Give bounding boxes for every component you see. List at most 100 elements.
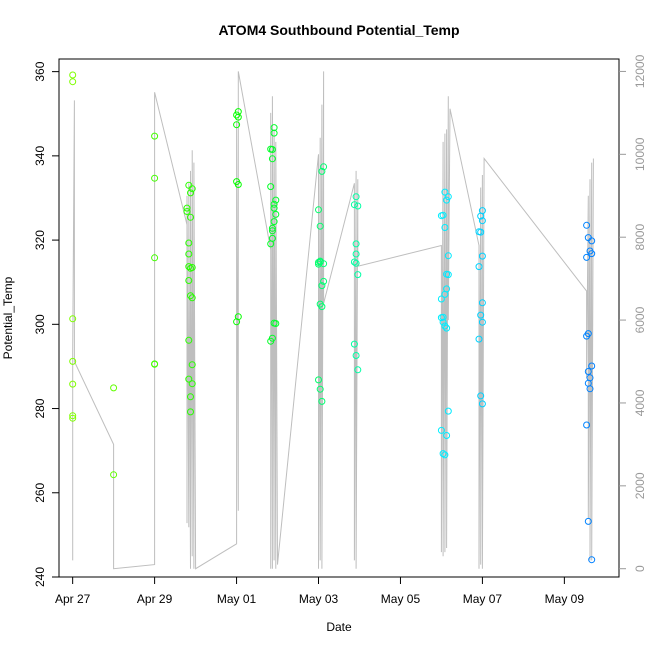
data-point (110, 384, 118, 392)
data-point (110, 471, 118, 479)
data-point (475, 335, 483, 343)
data-point (588, 556, 596, 564)
data-point (352, 250, 360, 258)
data-point (185, 239, 193, 247)
data-point (441, 188, 449, 196)
y2-tick-label: 8000 (633, 224, 647, 251)
data-point (272, 196, 280, 204)
data-point (69, 412, 77, 420)
data-point (268, 227, 276, 235)
x-tick-label: May 07 (463, 592, 503, 606)
data-point (270, 204, 278, 212)
data-point (270, 129, 278, 137)
y2-tick-label: 0 (633, 565, 647, 572)
data-point (478, 400, 486, 408)
data-point (268, 334, 276, 342)
data-point (185, 277, 193, 284)
plot-frame (58, 58, 620, 578)
data-point (478, 252, 486, 260)
data-point (584, 368, 592, 375)
data-point (318, 167, 326, 175)
data-point (350, 258, 358, 266)
data-point (588, 237, 596, 245)
data-point (441, 451, 449, 459)
data-point (268, 155, 276, 163)
data-point (444, 271, 452, 279)
data-point (584, 330, 592, 338)
data-point (437, 426, 445, 434)
data-point (268, 224, 276, 232)
data-point (151, 132, 159, 140)
y-axis-left: 240 260 280 300 320 340 360 (33, 61, 59, 587)
data-point (187, 393, 194, 401)
data-point (318, 303, 326, 311)
data-point (187, 189, 194, 197)
data-point (352, 240, 360, 248)
x-axis: Apr 27 Apr 29 May 01 May 03 May 05 May 07 May … (55, 577, 584, 606)
data-point (444, 407, 452, 415)
data-point (69, 414, 77, 422)
data-point (320, 163, 328, 171)
data-point (583, 421, 591, 429)
data-point (350, 340, 358, 348)
chart-title: ATOM4 Southbound Potential_Temp (218, 22, 459, 38)
data-point (151, 360, 159, 368)
data-point (268, 234, 276, 242)
data-point (320, 277, 328, 285)
data-point (586, 385, 594, 393)
data-point (151, 174, 159, 182)
data-point (187, 408, 194, 416)
data-point (234, 313, 242, 321)
data-point (354, 202, 362, 210)
data-point (185, 250, 193, 258)
y2-tick-label: 4000 (633, 389, 647, 416)
data-point (586, 374, 594, 382)
data-point (441, 322, 449, 330)
data-point (443, 196, 451, 204)
depth-line (72, 71, 594, 570)
data-point (320, 260, 328, 268)
data-point (478, 318, 486, 326)
data-point (478, 217, 486, 225)
y-axis-right: 0 2000 4000 6000 8000 10000 12000 (619, 54, 647, 572)
data-point (185, 375, 193, 383)
data-point (437, 295, 445, 303)
data-point (270, 200, 278, 208)
y-tick-label: 340 (33, 146, 47, 166)
depth-line-layer (72, 71, 594, 570)
data-point (69, 380, 77, 388)
data-point (234, 181, 242, 188)
data-point (188, 361, 196, 369)
data-point (187, 213, 194, 221)
data-point (272, 320, 280, 327)
data-point (315, 206, 322, 214)
data-point (443, 324, 451, 332)
data-point (185, 263, 193, 271)
data-point (183, 208, 191, 215)
data-point (439, 211, 447, 219)
x-tick-label: May 01 (217, 592, 257, 606)
x-tick-label: Apr 27 (55, 592, 91, 606)
y-tick-label: 360 (33, 61, 47, 81)
data-point (233, 121, 241, 129)
x-axis-label: Date (326, 620, 352, 634)
data-point (477, 392, 485, 400)
y2-tick-label: 2000 (633, 472, 647, 499)
data-point (444, 252, 452, 260)
data-point (69, 357, 77, 365)
data-point (478, 207, 486, 215)
data-point (188, 294, 196, 302)
y2-tick-label: 10000 (633, 137, 647, 171)
data-point (439, 313, 447, 321)
y-tick-label: 280 (33, 398, 47, 418)
data-point (151, 254, 159, 262)
data-point (443, 285, 451, 293)
data-point (439, 318, 447, 326)
y-tick-label: 240 (33, 567, 47, 587)
data-points-layer (69, 71, 596, 564)
data-point (477, 311, 485, 319)
data-point (352, 193, 360, 201)
data-point (188, 380, 196, 388)
data-point (583, 221, 591, 229)
